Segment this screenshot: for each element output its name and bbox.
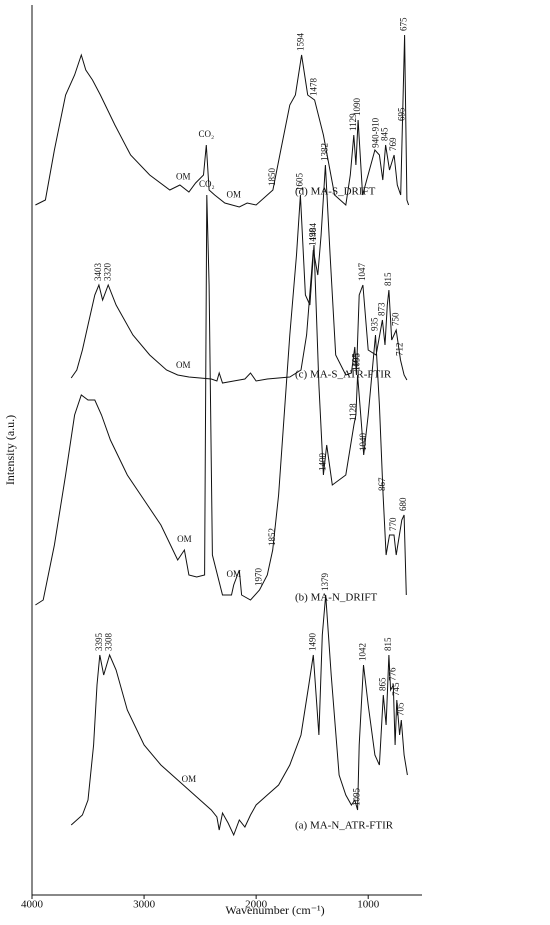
series-name: (a) MA-N_ATR-FTIR (295, 820, 394, 832)
peak-label: 745 (391, 682, 401, 696)
peak-label: 1379 (320, 573, 330, 592)
peak-label: 1484 (308, 223, 318, 242)
peak-label: 865 (377, 677, 387, 691)
x-tick-label: 2000 (245, 899, 268, 911)
peak-label: 1400 (317, 453, 327, 472)
peak-label: 1090 (352, 98, 362, 117)
peak-label: 815 (383, 637, 393, 651)
peak-label: 705 (395, 702, 405, 716)
annotation: OM (226, 569, 241, 579)
x-axis-label: Wavenumber (cm⁻¹) (225, 903, 324, 917)
series-name: (d) MA-S_DRIFT (295, 186, 376, 198)
spectrum (70, 164, 408, 384)
peak-label: 940-910 (371, 117, 381, 147)
series-name: (b) MA-N_DRIFT (295, 592, 377, 604)
peak-label: 1594 (296, 33, 306, 52)
peak-label: 750 (390, 312, 400, 326)
peak-label: 1490 (307, 228, 317, 247)
y-axis-label: Intensity (a.u.) (3, 415, 17, 485)
peak-label: 1105 (351, 353, 361, 371)
peak-label: 769 (388, 137, 398, 151)
peak-label: 680 (398, 497, 408, 511)
peak-label: 1095 (352, 788, 362, 807)
peak-label: 3395 (94, 633, 104, 652)
peak-label: 845 (380, 127, 390, 141)
x-tick-label: 4000 (21, 899, 44, 911)
peak-label: 712 (395, 343, 405, 357)
peak-label: 873 (377, 302, 387, 316)
peak-label: 675 (399, 17, 409, 31)
annotation: OM (226, 189, 241, 199)
peak-label: 695 (396, 107, 406, 121)
peak-label: 815 (383, 272, 393, 286)
peak-label: 935 (370, 317, 380, 331)
series-name: (c) MA-S_ATR-FTIR (295, 369, 392, 381)
spectrum (70, 594, 408, 837)
peak-label: 1852 (267, 528, 277, 546)
peak-label: 1095 (352, 353, 362, 372)
spectrum (35, 34, 410, 208)
peak-label: 867 (377, 477, 387, 491)
peak-label: 1605 (294, 173, 304, 192)
peak-label: 1850 (267, 168, 277, 187)
annotation: CO₂ (198, 129, 214, 139)
annotation: CO₂ (199, 179, 215, 189)
spectrum (35, 194, 407, 606)
peak-label: 1129 (348, 113, 358, 131)
x-tick-label: 3000 (133, 899, 156, 911)
annotation: OM (176, 172, 191, 182)
peak-label: 1128 (348, 403, 358, 421)
peak-label: 3403 (93, 263, 103, 282)
peak-label: 776 (387, 667, 397, 681)
peak-label: 1040 (358, 433, 368, 452)
x-tick-label: 1000 (357, 899, 380, 911)
peak-label: 1478 (309, 78, 319, 97)
peak-label: 1042 (358, 643, 368, 661)
annotation: OM (176, 360, 191, 370)
annotation: OM (182, 774, 197, 784)
peak-label: 3320 (102, 263, 112, 282)
peak-label: 3308 (104, 633, 114, 652)
annotation: OM (177, 534, 192, 544)
peak-label: 1970 (254, 568, 264, 587)
peak-label: 1382 (319, 143, 329, 161)
peak-label: 770 (388, 517, 398, 531)
peak-label: 1490 (307, 633, 317, 652)
peak-label: 1047 (357, 263, 367, 282)
